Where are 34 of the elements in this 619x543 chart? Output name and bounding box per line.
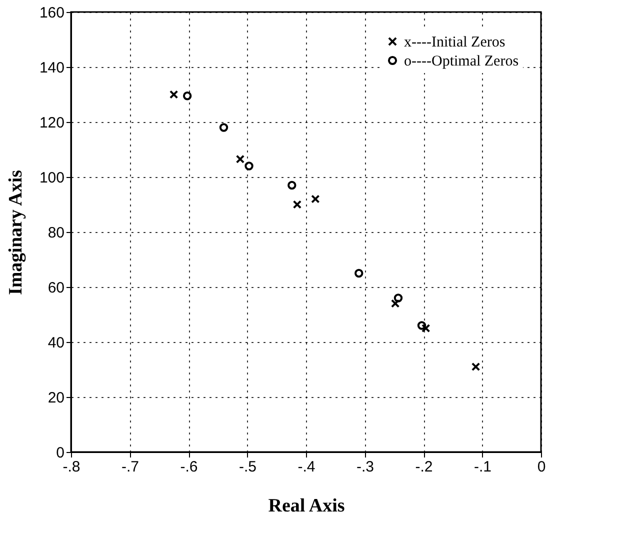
x-tick-label: -.2 — [415, 458, 433, 476]
x-tick-label: -.5 — [238, 458, 257, 476]
legend-label: x----Initial Zeros — [404, 34, 506, 50]
y-tick-label: 80 — [48, 224, 64, 242]
point — [182, 92, 192, 100]
y-axis-title: Imaginary Axis — [5, 170, 26, 296]
legend-label: o----Optimal Zeros — [404, 54, 519, 70]
y-tick-label: 40 — [48, 334, 64, 352]
y-tick-label: 120 — [39, 114, 64, 132]
point — [292, 200, 302, 209]
point — [244, 162, 254, 170]
point — [354, 268, 364, 278]
point — [236, 154, 245, 164]
point — [219, 123, 228, 132]
point — [471, 362, 480, 372]
point — [311, 194, 320, 204]
y-tick-label: 0 — [56, 444, 64, 462]
y-tick-label: 100 — [39, 170, 64, 186]
x-tick-label: -.4 — [298, 458, 316, 476]
x-tick-label: -.7 — [121, 458, 140, 476]
x-axis-title: Real Axis — [268, 496, 345, 516]
point — [417, 321, 426, 330]
x-tick-label: -.1 — [474, 458, 492, 476]
x-tick-label: -.6 — [180, 458, 198, 476]
y-tick-label: 160 — [39, 4, 64, 22]
x-tick-label: -.8 — [62, 458, 80, 476]
y-tick-label: 20 — [48, 390, 64, 406]
y-tick-label: 60 — [48, 280, 64, 296]
x-tick-label: -.3 — [356, 458, 374, 476]
x-tick-label: 0 — [537, 458, 546, 476]
y-tick-label: 140 — [39, 60, 64, 76]
point — [288, 180, 296, 190]
point — [421, 324, 430, 333]
point — [169, 90, 178, 99]
